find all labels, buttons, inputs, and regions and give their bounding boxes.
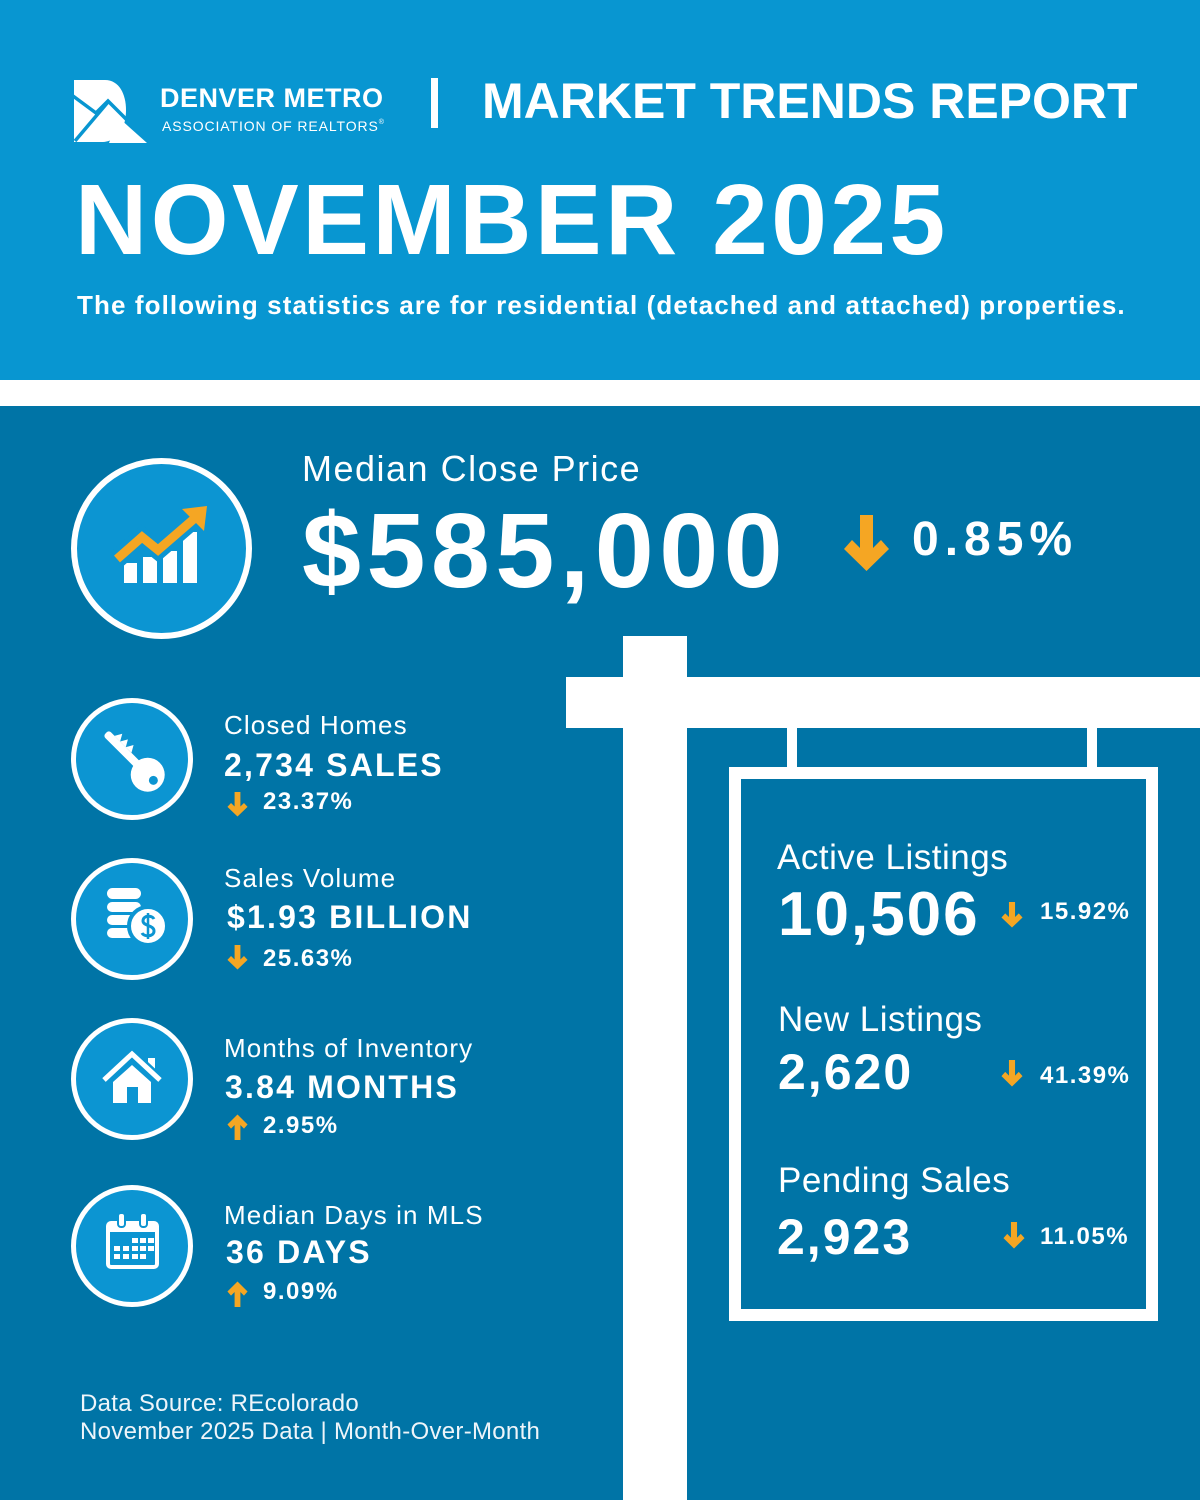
days-in-mls-icon-circle: [71, 1185, 193, 1307]
arrow-down-icon: [1003, 1222, 1025, 1249]
trending-chart-icon: [110, 502, 211, 583]
sign-item-label: New Listings: [778, 1000, 983, 1039]
sign-item-change: 11.05%: [1040, 1223, 1130, 1250]
stat-value: $1.93 BILLION: [227, 899, 473, 935]
sign-crossbar: [566, 677, 1200, 728]
arrow-up-icon: [227, 1281, 248, 1307]
closed-homes-icon-circle: [71, 698, 193, 820]
org-name: DENVER METRO: [160, 83, 384, 113]
report-description: The following statistics are for residen…: [77, 290, 1126, 320]
stat-label: Median Days in MLS: [224, 1200, 484, 1230]
headline-value: $585,000: [302, 492, 789, 610]
sign-item-value: 2,620: [778, 1044, 914, 1100]
registered-mark: ®: [378, 119, 385, 126]
key-icon: [104, 731, 165, 792]
org-subtitle-text: ASSOCIATION OF REALTORS: [162, 118, 379, 134]
org-subtitle: ASSOCIATION OF REALTORS®: [162, 119, 385, 133]
sign-hanger-right: [1087, 727, 1097, 768]
house-icon: [100, 1047, 164, 1103]
arrow-down-icon: [227, 945, 248, 970]
sign-item-label: Active Listings: [777, 838, 1009, 877]
calendar-icon: [106, 1212, 159, 1269]
sign-item-change: 15.92%: [1040, 898, 1131, 925]
arrow-up-icon: [227, 1114, 248, 1140]
sign-board: [729, 767, 1158, 1321]
report-title: MARKET TRENDS REPORT: [482, 73, 1138, 129]
header-band: [0, 0, 1200, 380]
stat-value: 36 DAYS: [226, 1234, 372, 1270]
inventory-icon-circle: [71, 1018, 193, 1140]
arrow-down-icon: [1001, 902, 1023, 928]
coins-icon: [107, 888, 169, 947]
sign-item-change: 41.39%: [1040, 1062, 1131, 1089]
sign-hanger-left: [787, 727, 797, 768]
stat-change: 25.63%: [263, 945, 354, 972]
stat-change: 2.95%: [263, 1112, 339, 1139]
header-divider-strip: [0, 380, 1200, 406]
stat-label: Closed Homes: [224, 710, 408, 740]
sign-item-label: Pending Sales: [778, 1161, 1011, 1200]
stat-change: 9.09%: [263, 1278, 339, 1305]
sales-volume-icon-circle: [71, 858, 193, 980]
stat-value: 3.84 MONTHS: [225, 1069, 460, 1105]
report-period: NOVEMBER 2025: [75, 164, 949, 276]
sign-item-value: 10,506: [778, 880, 980, 949]
stat-label: Sales Volume: [224, 863, 397, 893]
headline-icon-circle: [71, 458, 252, 639]
sign-post: [623, 636, 687, 1500]
data-note: November 2025 Data | Month-Over-Month: [80, 1418, 541, 1445]
sign-item-value: 2,923: [777, 1209, 913, 1265]
arrow-down-icon: [227, 792, 248, 817]
stat-change: 23.37%: [263, 788, 354, 815]
arrow-down-icon: [844, 515, 889, 571]
dmar-logo-icon: [73, 80, 147, 143]
headline-change: 0.85%: [912, 513, 1079, 566]
arrow-down-icon: [1001, 1060, 1023, 1087]
data-source: Data Source: REcolorado: [80, 1390, 360, 1417]
title-divider: [431, 78, 438, 128]
stat-value: 2,734 SALES: [224, 747, 444, 783]
headline-label: Median Close Price: [302, 448, 642, 489]
stat-label: Months of Inventory: [224, 1033, 474, 1063]
